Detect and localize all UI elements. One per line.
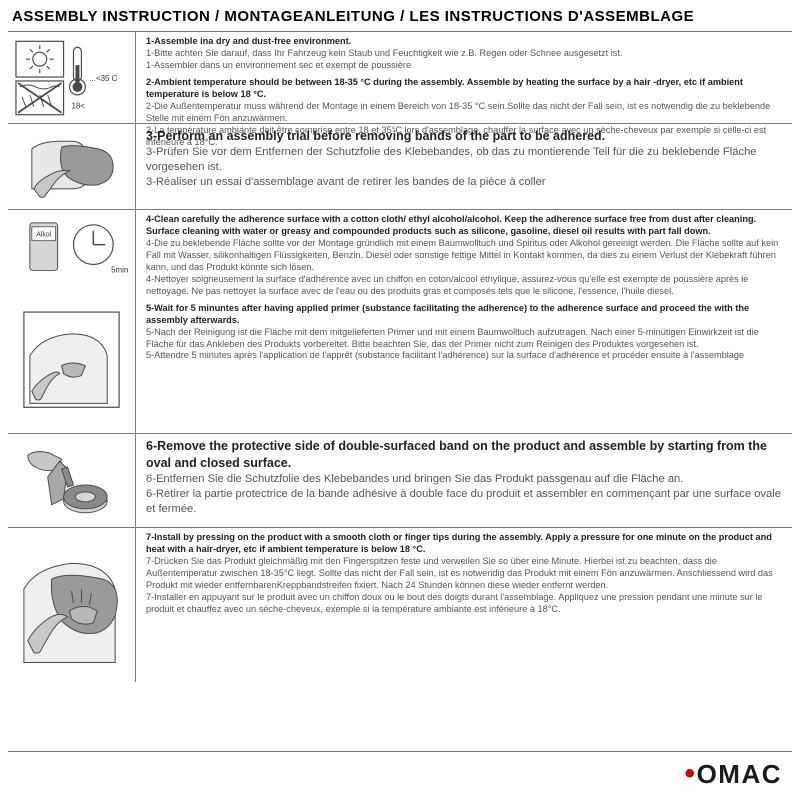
- step-6-de: 6-Entfernen Sie die Schutzfolie des Kleb…: [146, 472, 786, 487]
- step-5-fr: 5-Attendre 5 minutes après l'application…: [146, 350, 786, 362]
- trial-fit-icon: [12, 129, 131, 205]
- step-2-en: 2-Ambient temperature should be between …: [146, 77, 786, 101]
- clean-wait-icon: Alkol 5min: [12, 216, 131, 428]
- table-row: 6-Remove the protective side of double-s…: [8, 434, 792, 528]
- step-7-fr: 7-Installer en appuyant sur le produit a…: [146, 592, 786, 616]
- footer: •OMAC: [8, 752, 792, 796]
- svg-text:...<35 C: ...<35 C: [89, 73, 117, 82]
- step-1-fr: 1-Assembler dans un environnement sec et…: [146, 60, 786, 72]
- step-5-en: 5-Wait for 5 minuntes after having appli…: [146, 303, 786, 327]
- step-1-en: 1-Assemble ina dry and dust-free environ…: [146, 36, 786, 48]
- step-1-de: 1-Bitte achten Sie darauf, dass Ihr Fahr…: [146, 48, 786, 60]
- icon-cell-3: Alkol 5min: [8, 210, 136, 433]
- logo-dot: •: [685, 765, 697, 783]
- step-3-fr: 3-Réaliser un essai d'assemblage avant d…: [146, 175, 786, 190]
- step-3-en: 3-Perform an assembly trial before remov…: [146, 128, 786, 145]
- logo-text: OMAC: [697, 759, 782, 790]
- step-3-de: 3-Prüfen Sie vor dem Entfernen der Schut…: [146, 145, 786, 175]
- text-cell-4: 6-Remove the protective side of double-s…: [136, 434, 792, 527]
- step-4-fr: 4-Nettoyer soigneusement la surface d'ad…: [146, 274, 786, 298]
- text-cell-2: 3-Perform an assembly trial before remov…: [136, 124, 792, 209]
- step-4-en: 4-Clean carefully the adherence surface …: [146, 214, 786, 238]
- text-cell-1: 1-Assemble ina dry and dust-free environ…: [136, 32, 792, 123]
- step-5-de: 5-Nach der Reinigung ist die Fläche mit …: [146, 327, 786, 351]
- icon-cell-4: [8, 434, 136, 527]
- step-6-en: 6-Remove the protective side of double-s…: [146, 438, 786, 472]
- text-cell-5: 7-Install by pressing on the product wit…: [136, 528, 792, 682]
- step-2-de: 2-Die Außentemperatur muss während der M…: [146, 101, 786, 125]
- logo: •OMAC: [687, 759, 782, 790]
- icon-cell-1: 18< ...<35 C: [8, 32, 136, 123]
- step-7-en: 7-Install by pressing on the product wit…: [146, 532, 786, 556]
- icon-cell-2: [8, 124, 136, 209]
- page-title: ASSEMBLY INSTRUCTION / MONTAGEANLEITUNG …: [8, 6, 792, 31]
- icon-cell-5: [8, 528, 136, 682]
- table-row: Alkol 5min 4-Clean carefully the adheren…: [8, 210, 792, 434]
- step-6-fr: 6-Retirer la partie protectrice de la ba…: [146, 487, 786, 517]
- table-row: 3-Perform an assembly trial before remov…: [8, 124, 792, 210]
- text-cell-3: 4-Clean carefully the adherence surface …: [136, 210, 792, 433]
- step-7-de: 7-Drücken Sie das Produkt gleichmäßig mi…: [146, 556, 786, 592]
- temperature-icon: 18< ...<35 C: [12, 37, 131, 119]
- press-install-icon: [12, 533, 131, 677]
- instruction-table: 18< ...<35 C 1-Assemble ina dry and dust…: [8, 31, 792, 752]
- svg-text:Alkol: Alkol: [36, 231, 51, 238]
- svg-text:18<: 18<: [72, 101, 86, 110]
- step-4-de: 4-Die zu beklebende Fläche sollte vor de…: [146, 238, 786, 274]
- table-row: 7-Install by pressing on the product wit…: [8, 528, 792, 682]
- table-row: 18< ...<35 C 1-Assemble ina dry and dust…: [8, 32, 792, 124]
- peel-tape-icon: [12, 439, 131, 523]
- svg-text:5min: 5min: [111, 265, 128, 274]
